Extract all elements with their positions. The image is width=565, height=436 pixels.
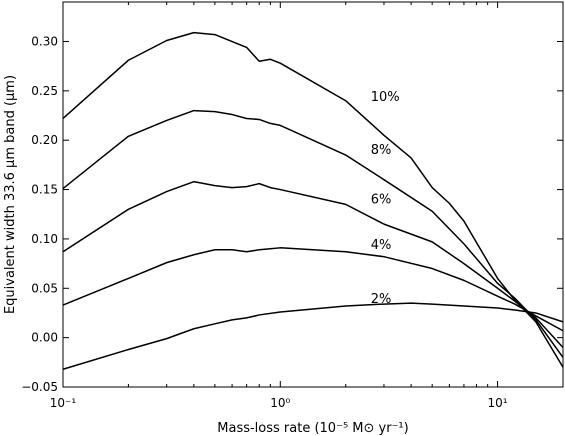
series-label-10pct: 10% (371, 90, 400, 105)
plot-area: 10% 8% 6% 4% 2% −0.05 0.00 0.05 0.10 0.15 0.20 0.25… (21, 1, 564, 410)
y-tick-label: 0.10 (31, 232, 58, 246)
series-label-4pct: 4% (371, 238, 392, 253)
y-tick-label: 0.25 (31, 84, 58, 98)
series-line-6pct (62, 180, 564, 349)
x-tick-label: 10⁻¹ (50, 396, 77, 410)
plot-frame (62, 1, 564, 388)
series-line-2pct (62, 302, 564, 370)
y-tick-label: 0.05 (31, 281, 58, 295)
x-tick-label: 10⁰ (270, 396, 290, 410)
series-line-8pct (62, 109, 564, 358)
y-axis-title: Equivalent width 33.6 μm band (μm) (3, 75, 18, 314)
y-tick-label: 0.15 (31, 183, 58, 197)
y-tick-label: −0.05 (21, 380, 58, 394)
series-line-4pct (62, 247, 564, 332)
x-axis-title: Mass-loss rate (10⁻⁵ M⊙ yr⁻¹) (217, 421, 408, 436)
x-tick-label: 10¹ (488, 396, 508, 410)
series-label-6pct: 6% (371, 192, 392, 207)
series-line-10pct (62, 31, 564, 368)
series-label-8pct: 8% (371, 143, 392, 158)
y-tick-label: 0.00 (31, 331, 58, 345)
y-tick-label: 0.20 (31, 133, 58, 147)
y-tick-label: 0.30 (31, 34, 58, 48)
series-label-2pct: 2% (371, 292, 392, 307)
